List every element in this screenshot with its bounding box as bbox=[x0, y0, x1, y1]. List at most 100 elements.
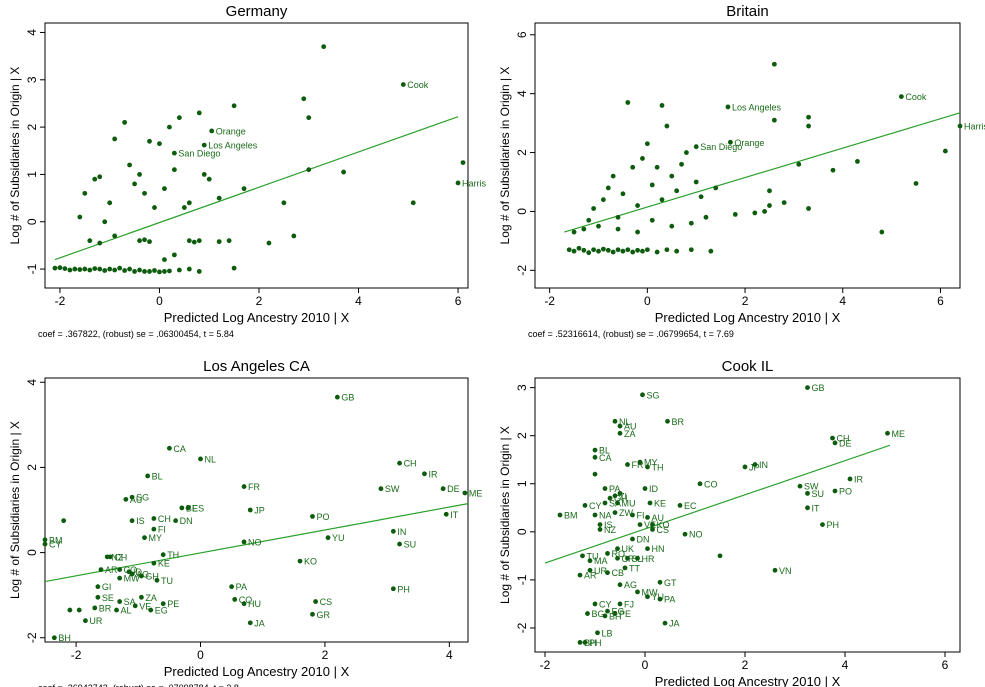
point-label: GR bbox=[316, 610, 330, 620]
data-point bbox=[123, 496, 129, 502]
data-point bbox=[117, 599, 123, 604]
x-tick-label: -2 bbox=[544, 294, 555, 308]
data-point bbox=[157, 269, 162, 275]
data-point bbox=[137, 267, 142, 273]
data-point bbox=[97, 266, 103, 272]
data-point bbox=[725, 104, 731, 110]
point-label: CH bbox=[404, 459, 417, 469]
data-point bbox=[957, 123, 963, 129]
x-tick-label: -2 bbox=[55, 294, 66, 308]
data-point bbox=[112, 233, 118, 239]
data-point bbox=[642, 486, 648, 491]
x-tick-label: 6 bbox=[455, 294, 462, 308]
data-point bbox=[455, 180, 461, 186]
data-point bbox=[167, 445, 172, 451]
data-point bbox=[87, 238, 93, 244]
data-point bbox=[596, 223, 601, 229]
point-label: NZ bbox=[604, 525, 616, 535]
data-point bbox=[201, 142, 207, 148]
regression-note: coef = .26942742, (robust) se = .0709878… bbox=[38, 683, 239, 687]
data-point bbox=[186, 238, 192, 244]
point-label: NO bbox=[689, 530, 703, 540]
point-label: BE bbox=[186, 503, 198, 513]
data-point bbox=[657, 579, 663, 585]
point-label: ZI bbox=[619, 491, 627, 501]
plot-frame bbox=[44, 377, 469, 643]
data-point bbox=[241, 186, 247, 192]
point-label: SE bbox=[102, 593, 114, 603]
point-label: KE bbox=[654, 498, 666, 508]
data-point bbox=[209, 128, 215, 134]
data-point bbox=[231, 103, 237, 109]
point-label: NO bbox=[248, 537, 262, 547]
data-point bbox=[615, 247, 621, 253]
data-point bbox=[216, 195, 222, 201]
point-label: NL bbox=[205, 454, 217, 464]
data-point bbox=[640, 392, 645, 398]
point-label: AL bbox=[121, 606, 132, 616]
point-label: KO bbox=[657, 520, 670, 530]
data-point bbox=[662, 620, 668, 626]
data-point bbox=[577, 639, 583, 645]
data-point bbox=[191, 239, 197, 245]
point-label: ME bbox=[892, 429, 906, 439]
point-label: CB bbox=[612, 568, 625, 578]
data-point bbox=[152, 205, 157, 210]
point-label: EG bbox=[612, 607, 625, 617]
data-point bbox=[152, 268, 157, 273]
regression-note: coef = .52316614, (robust) se = .0679965… bbox=[528, 329, 734, 339]
data-point bbox=[617, 430, 623, 436]
data-point bbox=[771, 117, 777, 123]
data-point bbox=[806, 114, 811, 120]
data-point bbox=[92, 266, 98, 271]
data-point bbox=[600, 246, 606, 252]
y-axis-label: Log # of Subsidiaries in Origin | X bbox=[498, 67, 512, 245]
data-point bbox=[781, 200, 787, 206]
data-point bbox=[157, 141, 162, 147]
data-point bbox=[173, 518, 179, 524]
point-label: HU bbox=[248, 599, 261, 609]
data-point bbox=[587, 558, 593, 564]
data-point bbox=[772, 567, 778, 573]
data-point bbox=[102, 219, 108, 225]
data-point bbox=[665, 418, 670, 424]
y-tick-label: 0 bbox=[25, 549, 39, 556]
data-point bbox=[306, 115, 312, 121]
data-point bbox=[87, 267, 93, 273]
point-label: CA bbox=[173, 444, 186, 454]
plot-frame bbox=[44, 22, 469, 289]
point-label: CS bbox=[657, 525, 670, 535]
x-tick-label: 0 bbox=[156, 294, 163, 308]
point-label: SG bbox=[136, 493, 149, 503]
point-label: BH bbox=[609, 611, 622, 621]
data-point bbox=[310, 513, 315, 519]
data-point bbox=[767, 203, 772, 208]
point-label: PO bbox=[839, 486, 852, 496]
point-label: SU bbox=[404, 540, 417, 550]
data-point bbox=[92, 605, 98, 611]
data-point bbox=[697, 481, 703, 487]
data-point bbox=[654, 249, 660, 255]
data-point bbox=[76, 607, 82, 613]
y-tick-label: 2 bbox=[25, 464, 39, 471]
y-tick-label: 0 bbox=[515, 528, 529, 535]
data-point bbox=[390, 586, 396, 592]
data-point bbox=[805, 490, 810, 496]
point-label: DN bbox=[637, 535, 650, 545]
point-label: Orange bbox=[734, 138, 764, 148]
data-point bbox=[600, 197, 606, 203]
data-point bbox=[649, 182, 655, 188]
y-axis-label: Log # of Subsidiaries in Origin | X bbox=[8, 421, 22, 599]
data-point bbox=[630, 536, 635, 542]
data-point bbox=[637, 459, 643, 465]
data-point bbox=[898, 94, 904, 100]
data-point bbox=[597, 522, 603, 528]
data-point bbox=[698, 194, 704, 200]
data-point bbox=[612, 510, 618, 515]
data-point bbox=[682, 531, 688, 537]
point-label: SA bbox=[609, 498, 621, 508]
point-label: Cook bbox=[407, 80, 429, 90]
chart-panel-2: Britain -2 0 2 4 6 -2 0 2 4 6 Predicted Log Ancestr… bbox=[498, 3, 985, 339]
data-point bbox=[596, 248, 601, 254]
data-point bbox=[591, 247, 597, 253]
